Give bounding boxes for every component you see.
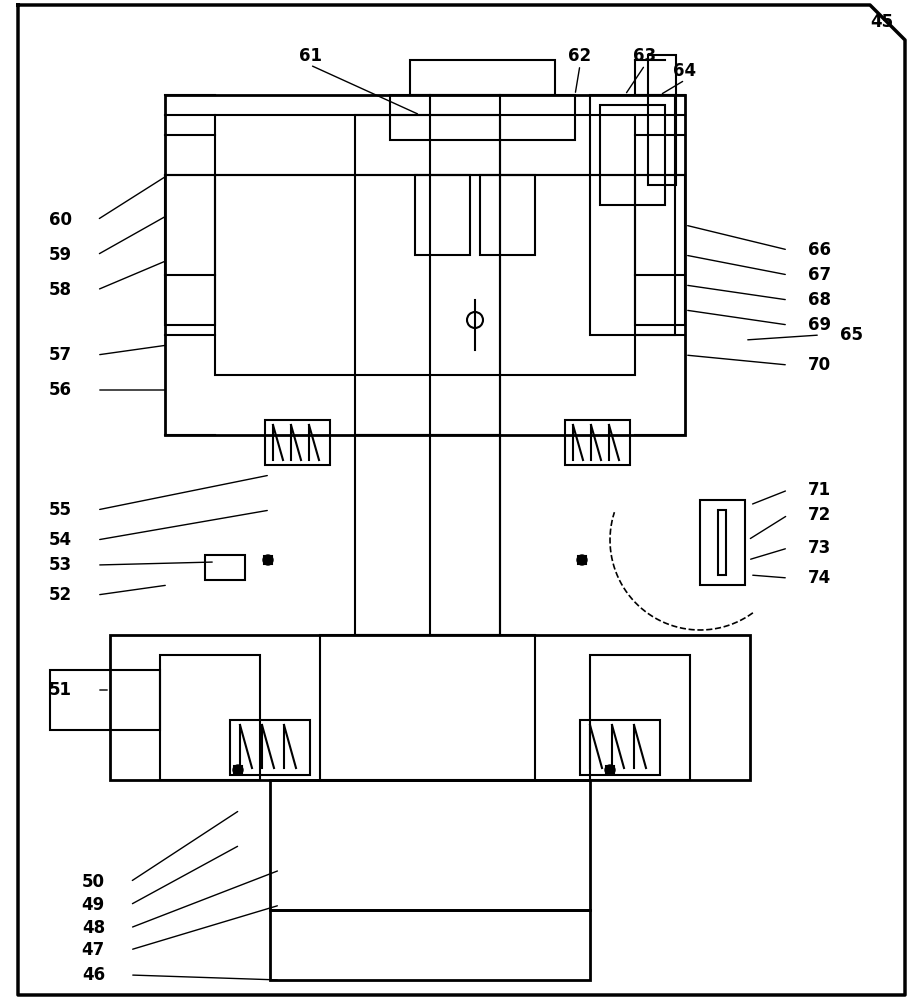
Text: 67: 67 [808, 266, 831, 284]
Bar [580, 720, 660, 775]
Text: 53: 53 [49, 556, 72, 574]
Bar [480, 175, 535, 255]
Text: 61: 61 [299, 47, 321, 65]
Text: 57: 57 [49, 346, 72, 364]
Bar [234, 766, 242, 774]
Circle shape [577, 555, 587, 565]
Text: 45: 45 [871, 13, 893, 31]
Text: 63: 63 [634, 47, 656, 65]
Bar [265, 420, 330, 465]
Text: 46: 46 [82, 966, 105, 984]
Bar [648, 55, 676, 185]
Bar [590, 655, 690, 780]
Bar [165, 175, 215, 325]
Bar [320, 635, 535, 780]
Bar [600, 105, 665, 205]
Text: 51: 51 [49, 681, 72, 699]
Text: 56: 56 [49, 381, 72, 399]
Circle shape [263, 555, 273, 565]
Text: 66: 66 [808, 241, 831, 259]
Text: 70: 70 [808, 356, 831, 374]
Bar [165, 95, 685, 435]
Text: 68: 68 [808, 291, 831, 309]
Bar [355, 435, 500, 635]
Bar [565, 420, 630, 465]
Circle shape [605, 765, 615, 775]
Text: 59: 59 [49, 246, 72, 264]
Bar [270, 910, 590, 980]
Text: 65: 65 [840, 326, 863, 344]
Text: 60: 60 [49, 211, 72, 229]
Text: 58: 58 [49, 281, 72, 299]
Bar [270, 780, 590, 910]
Text: 62: 62 [568, 47, 592, 65]
Bar [50, 670, 160, 730]
Bar [110, 635, 750, 780]
Text: 55: 55 [49, 501, 72, 519]
Bar [355, 115, 500, 435]
Bar [215, 175, 635, 375]
Circle shape [233, 765, 243, 775]
Bar [606, 766, 614, 774]
Bar [264, 556, 272, 564]
Bar [635, 175, 685, 325]
Bar [390, 95, 575, 140]
Text: 49: 49 [82, 896, 105, 914]
Bar [578, 556, 586, 564]
Text: 52: 52 [49, 586, 72, 604]
Bar [718, 510, 726, 575]
Text: 74: 74 [808, 569, 831, 587]
Text: 72: 72 [808, 506, 831, 524]
Text: 47: 47 [82, 941, 105, 959]
Text: 50: 50 [82, 873, 105, 891]
Bar [415, 175, 470, 255]
Text: 71: 71 [808, 481, 831, 499]
Text: 73: 73 [808, 539, 831, 557]
Bar [205, 555, 245, 580]
Bar [700, 500, 745, 585]
Bar [230, 720, 310, 775]
Bar [590, 95, 675, 335]
Text: 54: 54 [49, 531, 72, 549]
Text: 48: 48 [82, 919, 105, 937]
Text: 64: 64 [674, 62, 696, 80]
Bar [215, 115, 635, 175]
Text: 69: 69 [808, 316, 831, 334]
Bar [410, 60, 555, 95]
Bar [160, 655, 260, 780]
